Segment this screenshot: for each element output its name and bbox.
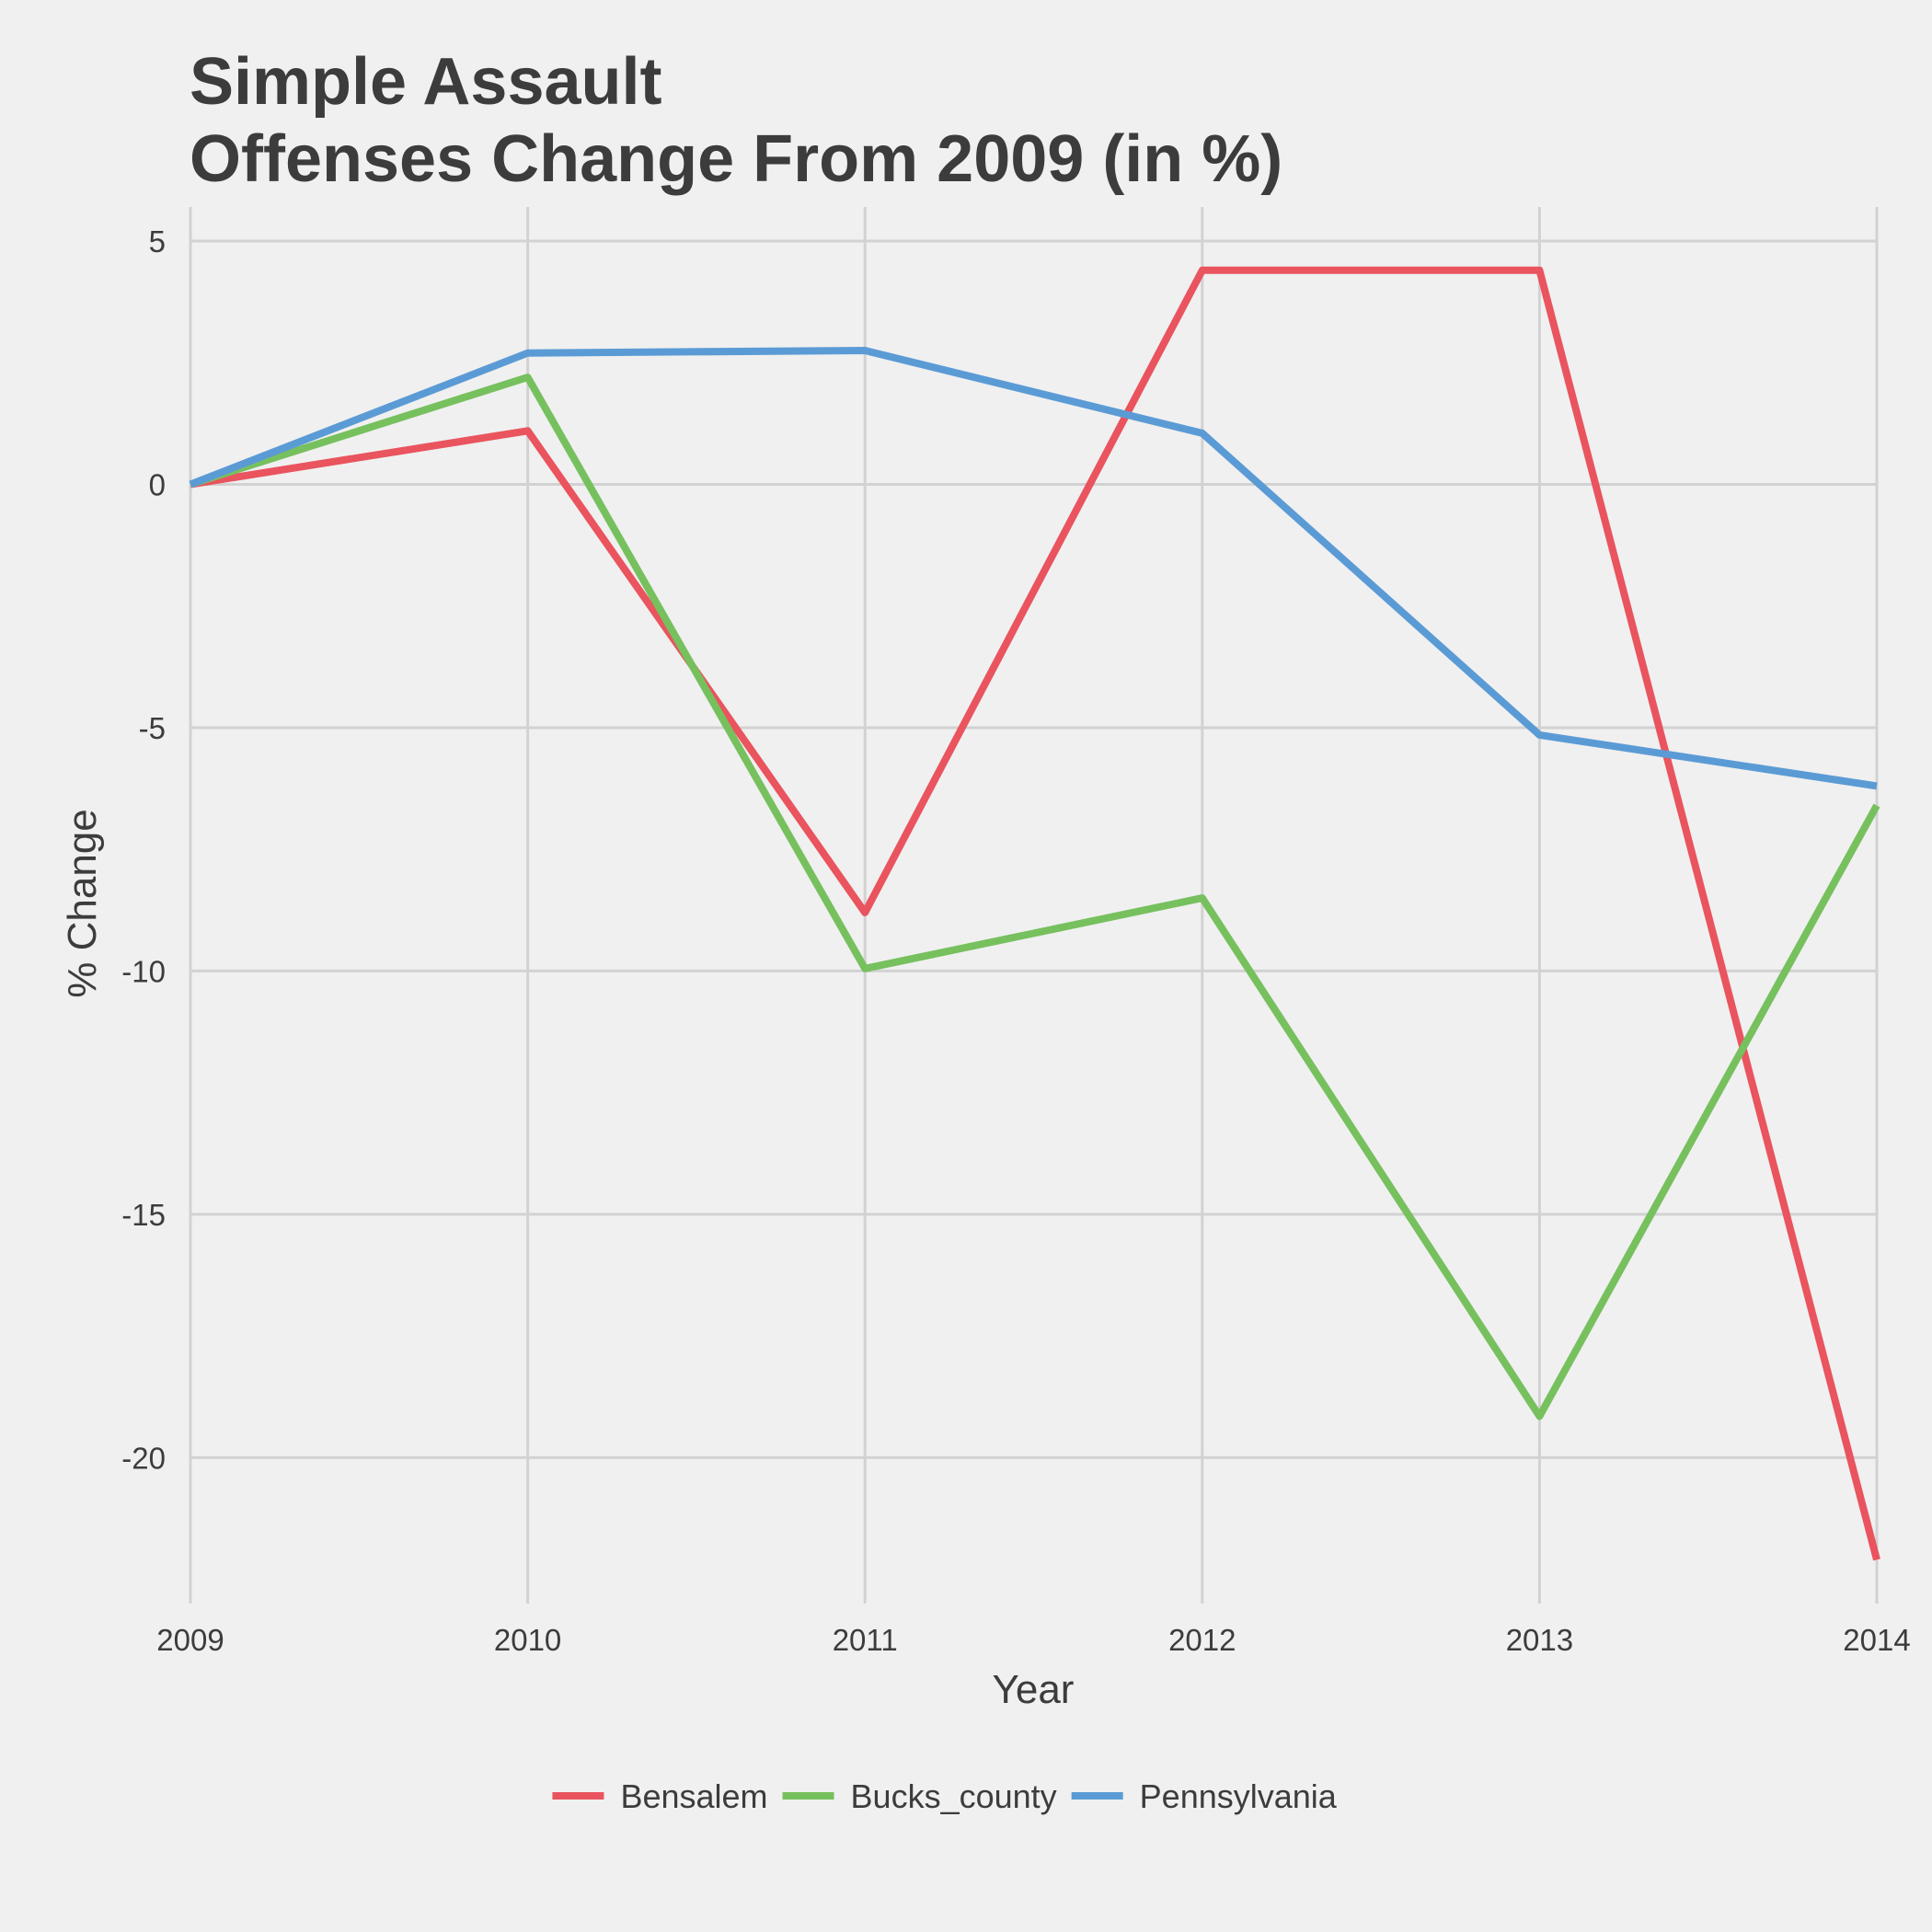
y-tick-label: -10 xyxy=(121,954,166,988)
y-tick-label: 5 xyxy=(149,224,166,259)
chart-title-line-2: Offenses Change From 2009 (in %) xyxy=(190,122,1282,196)
x-tick-label: 2011 xyxy=(833,1623,898,1657)
x-tick-label: 2014 xyxy=(1843,1623,1910,1657)
y-tick-label: 0 xyxy=(149,467,166,501)
x-tick-label: 2009 xyxy=(156,1623,224,1657)
series-line-bucks_county xyxy=(189,374,1880,1420)
x-tick-label: 2013 xyxy=(1506,1623,1573,1657)
y-axis-title: % Change xyxy=(60,809,105,997)
x-axis-title: Year xyxy=(993,1667,1075,1712)
y-tick-label: -20 xyxy=(121,1441,166,1475)
series-line-pennsylvania xyxy=(189,347,1878,790)
grid xyxy=(189,207,1879,1604)
legend: Bensalem Bucks_county Pennsylvania xyxy=(552,1777,1338,1815)
legend-item-pennsylvania: Pennsylvania xyxy=(1071,1777,1338,1815)
legend-item-bensalem: Bensalem xyxy=(552,1777,768,1815)
series-lines xyxy=(189,266,1880,1561)
x-tick-label: 2010 xyxy=(494,1623,561,1657)
series-line-bensalem xyxy=(190,266,1880,1561)
x-tick-label: 2012 xyxy=(1168,1623,1236,1657)
x-tick-labels: 2009 2010 2011 2012 2013 2014 xyxy=(156,1623,1910,1657)
chart-title-line-1: Simple Assault xyxy=(190,45,662,119)
y-tick-labels: 5 0 -5 -10 -15 -20 xyxy=(121,224,166,1475)
y-tick-label: -5 xyxy=(139,711,166,745)
legend-label: Bucks_county xyxy=(851,1777,1057,1815)
legend-item-bucks_county: Bucks_county xyxy=(782,1777,1057,1815)
legend-label: Bensalem xyxy=(620,1777,767,1815)
y-tick-label: -15 xyxy=(121,1198,166,1232)
legend-label: Pennsylvania xyxy=(1140,1777,1338,1815)
